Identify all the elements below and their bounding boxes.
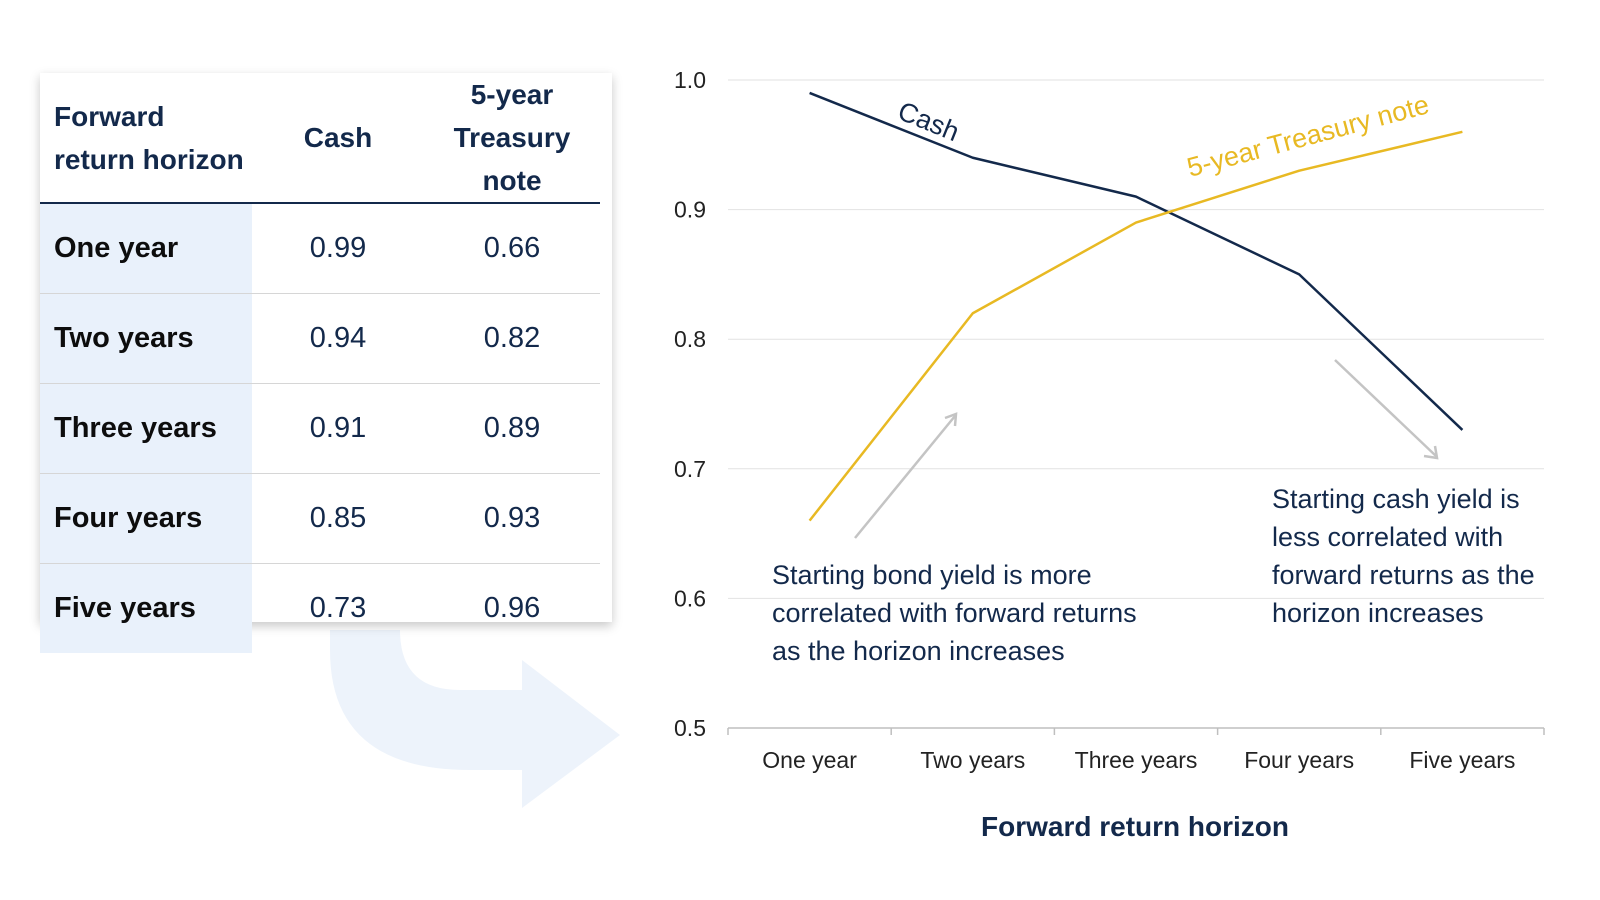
cash-value: 0.99 [252,203,424,294]
annotation-cash-line3: forward returns as the [1272,560,1535,590]
cash-value: 0.91 [252,383,424,474]
grid-lines [728,79,1544,729]
header-treasury-line1: 5-year [470,79,554,110]
y-tick-label: 0.9 [674,197,706,223]
header-horizon: Forward return horizon [40,73,252,204]
header-horizon-line2: return horizon [54,143,244,175]
y-tick-label: 0.8 [674,326,706,352]
header-horizon-line1: Forward [54,100,165,132]
annotation-cash-line1: Starting cash yield is [1272,484,1520,514]
table-row: Two years 0.94 0.82 [40,293,600,384]
series-lines [808,91,1464,522]
row-label: Three years [40,383,252,474]
annotation-cash-line2: less correlated with [1272,522,1503,552]
cash-value: 0.94 [252,293,424,384]
series-line-cash [809,91,1464,431]
correlation-table-card: Forward return horizon Cash 5-year Treas… [40,73,612,653]
series-line-treasury [808,130,1463,522]
row-label: Two years [40,293,252,384]
y-tick-label: 1.0 [674,67,706,93]
y-tick-label: 0.7 [674,456,706,482]
table-row: Five years 0.73 0.96 [40,563,600,653]
table-header-row: Forward return horizon Cash 5-year Treas… [40,73,600,204]
table-row: Four years 0.85 0.93 [40,473,600,564]
treasury-value: 0.82 [424,293,600,384]
x-axis-ticks: One year Two years Three years Four years Fi… [727,728,1545,773]
cash-value: 0.85 [252,473,424,564]
treasury-value: 0.66 [424,203,600,294]
treasury-value: 0.89 [424,383,600,474]
correlation-table: Forward return horizon Cash 5-year Treas… [40,73,600,653]
treasury-value: 0.96 [483,592,541,624]
row-label: One year [40,203,252,294]
annotation-bond-line3: as the horizon increases [772,636,1065,666]
annotation-arrow-bond [854,412,958,539]
x-tick-label: Two years [920,747,1025,773]
y-tick-label: 0.5 [674,715,706,741]
x-tick-label: Five years [1409,747,1515,773]
header-cash: Cash [252,73,424,204]
header-treasury: 5-year Treasury note [424,73,600,204]
x-tick-label: Three years [1075,747,1198,773]
table-row: Three years 0.91 0.89 [40,383,600,474]
annotation-arrow-cash [1334,359,1439,460]
annotation-cash: Starting cash yield is less correlated w… [1272,484,1542,628]
annotation-bond-line1: Starting bond yield is more [772,560,1092,590]
x-tick-label: One year [762,747,857,773]
row-label: Five years [40,563,252,653]
cash-value: 0.73 [309,592,367,624]
y-tick-label: 0.6 [674,585,706,611]
table-row: One year 0.99 0.66 [40,203,600,294]
annotation-bond: Starting bond yield is more correlated w… [772,560,1144,666]
x-axis-title: Forward return horizon [981,811,1289,842]
annotation-cash-line4: horizon increases [1272,598,1484,628]
header-treasury-line2: Treasury note [453,122,571,196]
y-axis-ticks: 0.5 0.6 0.7 0.8 0.9 1.0 [674,67,706,741]
treasury-value: 0.93 [424,473,600,564]
x-tick-label: Four years [1244,747,1354,773]
annotation-bond-line2: correlated with forward returns [772,598,1137,628]
row-label: Four years [40,473,252,564]
